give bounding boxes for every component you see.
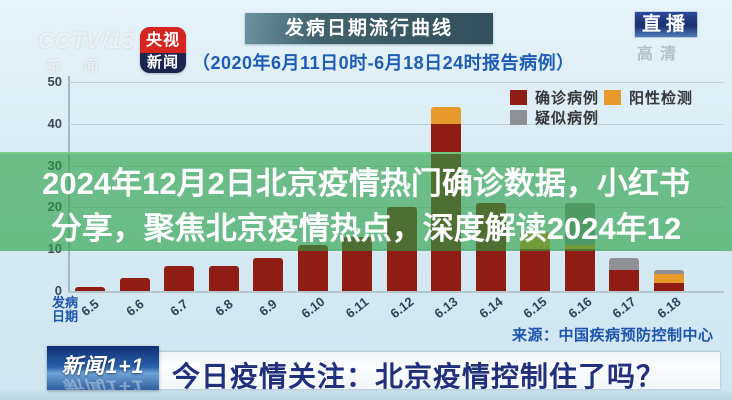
x-tick-6.6: 6.6	[122, 296, 147, 319]
x-tick-6.16: 6.16	[564, 293, 595, 322]
bar-6.17-疑似病例	[609, 257, 639, 271]
bar-6.7-确诊病例	[164, 265, 194, 291]
x-tick-6.9: 6.9	[256, 296, 280, 319]
bottom-strip	[0, 390, 732, 400]
x-tick-6.8: 6.8	[211, 296, 236, 319]
bar-6.8-确诊病例	[208, 265, 239, 291]
x-tick-6.11: 6.11	[342, 294, 372, 321]
bar-6.18-阳性检测	[653, 274, 684, 283]
chart-title: 发病日期流行曲线	[245, 13, 493, 44]
cctv-news-logo: 央视 新闻	[140, 27, 186, 73]
ticker-headline: 今日疫情关注：北京疫情控制住了吗？	[172, 361, 666, 392]
bar-6.13-阳性检测	[431, 107, 461, 124]
y-tick-50: 50	[47, 74, 62, 89]
caption-overlay-band	[0, 152, 732, 251]
channel-watermark: CCTV/13 新 闻	[38, 28, 136, 74]
x-tick-6.7: 6.7	[167, 296, 191, 319]
legend-item-confirmed: 确诊病例	[510, 87, 599, 108]
positive-swatch-icon	[604, 90, 621, 105]
confirmed-swatch-icon	[510, 90, 527, 105]
x-axis-title: 发病 日期	[51, 295, 78, 324]
bar-6.16-确诊病例	[564, 249, 595, 291]
x-tick-6.12: 6.12	[386, 293, 417, 322]
chart-subtitle: （2020年6月11日0时-6月18日24时报告病例）	[192, 53, 575, 73]
y-tick-0: 0	[54, 283, 62, 298]
bar-6.10-确诊病例	[297, 245, 328, 291]
legend-item-suspected: 疑似病例	[510, 107, 599, 128]
x-tick-6.10: 6.10	[297, 293, 328, 322]
x-tick-6.14: 6.14	[475, 293, 506, 322]
x-tick-6.13: 6.13	[431, 293, 461, 322]
news-1plus1-logo: 新闻1+1 新闻1+1	[47, 346, 159, 390]
suspected-swatch-icon	[510, 110, 527, 125]
live-badge: 直播	[634, 11, 698, 38]
legend-item-positive: 阳性检测	[604, 87, 693, 108]
bar-6.15-确诊病例	[520, 249, 550, 291]
x-tick-6.18: 6.18	[653, 293, 684, 322]
bar-6.17-确诊病例	[609, 270, 639, 291]
hd-watermark: 高清	[637, 46, 684, 63]
bar-6.18-确诊病例	[653, 282, 684, 291]
bar-6.18-疑似病例	[653, 270, 684, 275]
data-source-caption: 来源：中国疾病预防控制中心	[512, 327, 714, 344]
bar-6.5-确诊病例	[75, 286, 105, 291]
bar-6.9-确诊病例	[253, 257, 283, 291]
x-axis-line	[68, 291, 724, 293]
ticker-bar	[150, 352, 720, 389]
bar-6.6-确诊病例	[119, 278, 150, 291]
gridline-40	[68, 123, 724, 125]
gridline-50	[68, 82, 724, 83]
x-tick-6.17: 6.17	[609, 293, 639, 322]
y-tick-40: 40	[47, 115, 62, 131]
x-tick-6.15: 6.15	[520, 293, 550, 322]
caption-line-1: 2024年12月2日北京疫情热门确诊数据，小红书	[42, 166, 690, 201]
caption-line-2: 分享，聚焦北京疫情热点，深度解读2024年12	[50, 211, 682, 246]
